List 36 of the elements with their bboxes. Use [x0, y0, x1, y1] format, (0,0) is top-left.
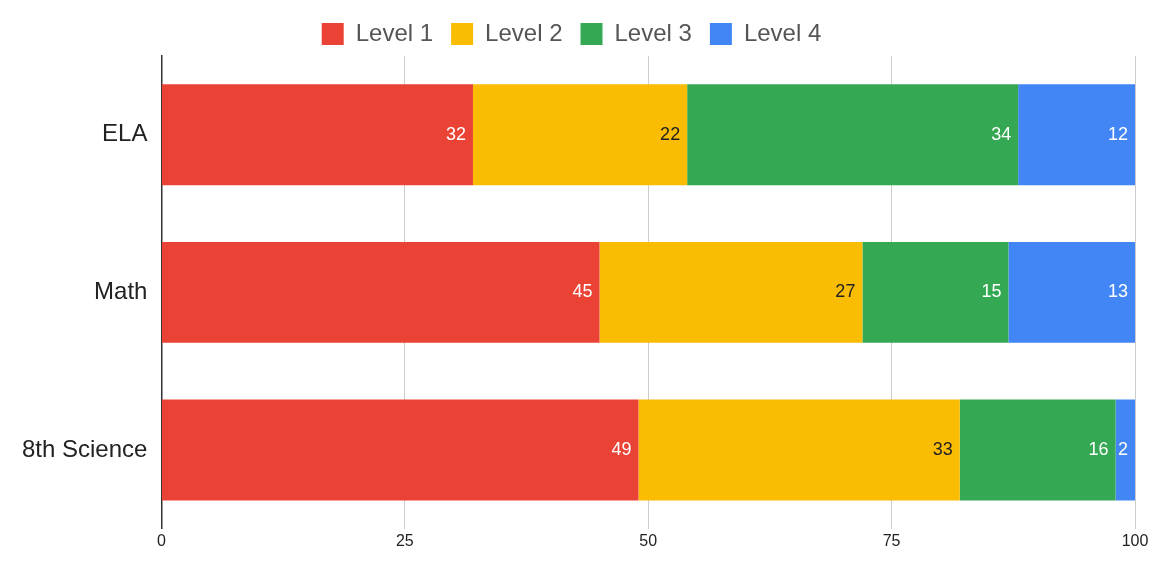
- bar: [1008, 241, 1135, 343]
- bar: [638, 399, 960, 501]
- legend-label: Level 3: [614, 18, 692, 46]
- bar: [959, 399, 1116, 501]
- legend-label: Level 4: [743, 18, 822, 46]
- data-label: 27: [835, 281, 856, 302]
- data-label: 33: [932, 438, 953, 459]
- data-label: 15: [981, 281, 1002, 302]
- y-tick-label: ELA: [102, 119, 148, 147]
- data-label: 13: [1107, 281, 1128, 302]
- bar: [1115, 399, 1135, 501]
- data-label: 49: [611, 438, 632, 459]
- data-label: 16: [1088, 438, 1109, 459]
- x-tick-label: 25: [395, 531, 414, 549]
- x-tick-label: 75: [882, 531, 901, 549]
- x-tick-label: 50: [639, 531, 658, 549]
- data-label: 22: [660, 123, 681, 144]
- data-label: 12: [1107, 123, 1128, 144]
- bar: [161, 241, 600, 343]
- bar: [599, 241, 863, 343]
- y-tick-label: Math: [94, 277, 148, 305]
- data-label: 45: [572, 281, 593, 302]
- y-tick-label: 8th Science: [21, 434, 148, 462]
- legend-label: Level 1: [355, 18, 434, 46]
- bar: [687, 84, 1019, 186]
- bar: [862, 241, 1009, 343]
- x-tick-label: 0: [156, 531, 166, 549]
- data-label: 32: [445, 123, 466, 144]
- bar: [161, 399, 639, 501]
- data-label: 34: [991, 123, 1012, 144]
- data-label: 2: [1117, 438, 1128, 459]
- legend-label: Level 2: [485, 18, 563, 46]
- bar: [1018, 84, 1135, 186]
- bar: [472, 84, 688, 186]
- x-tick-label: 100: [1121, 531, 1149, 549]
- bar: [161, 84, 473, 186]
